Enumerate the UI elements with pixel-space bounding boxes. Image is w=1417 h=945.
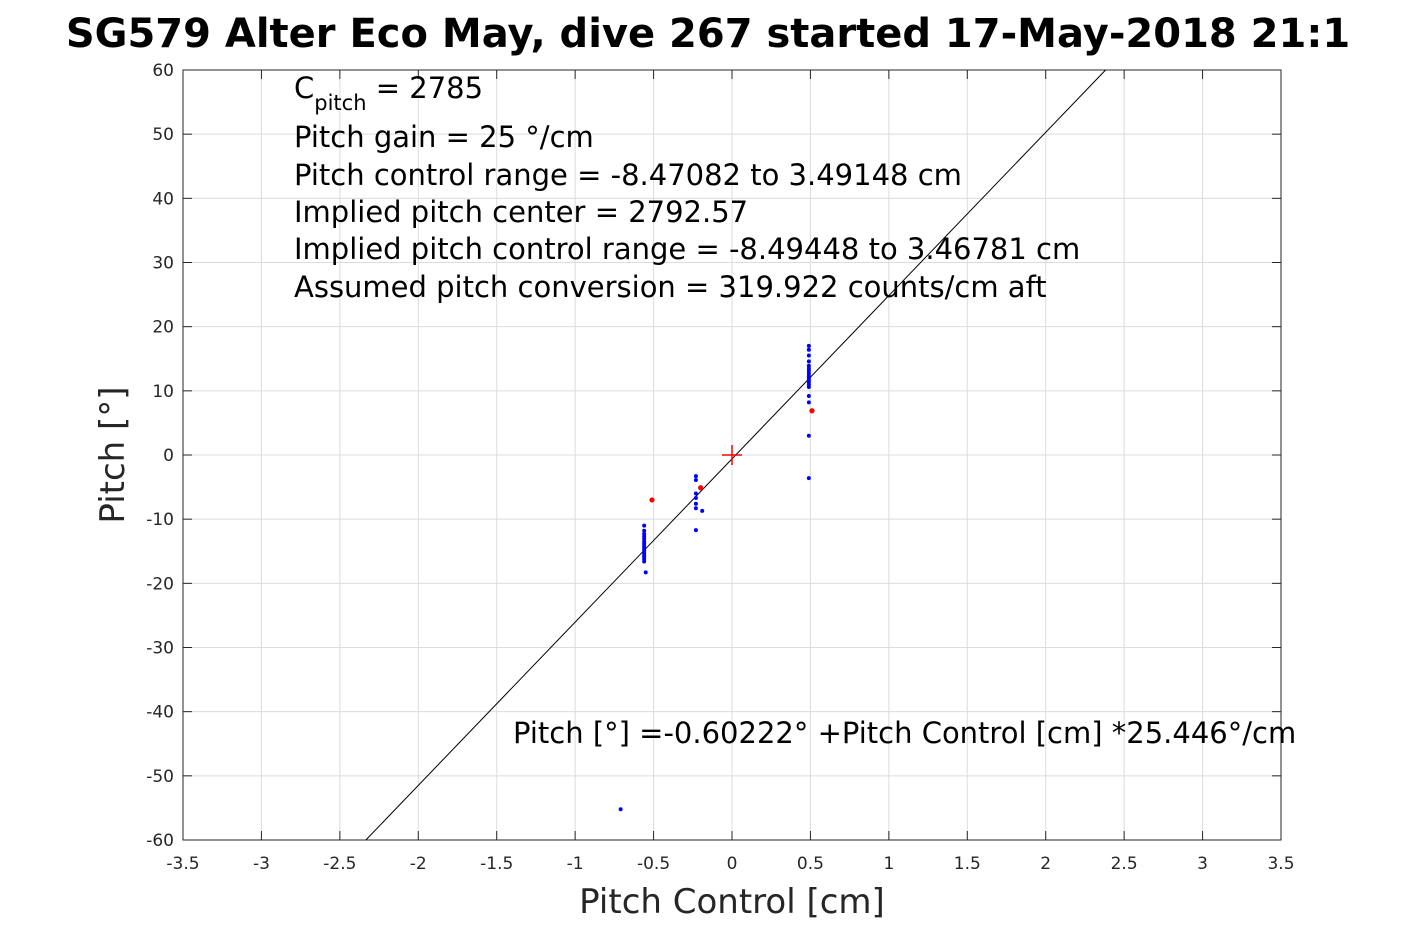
x-tick-label: -3 <box>253 854 270 874</box>
x-tick-label: 3 <box>1197 854 1208 874</box>
blue-data-point <box>700 508 705 513</box>
x-tick-label: 2.5 <box>1111 854 1138 874</box>
x-tick-label: 3.5 <box>1267 854 1294 874</box>
axis-ticks: -3.5 -3 -2.5 -2 -1.5 -1 -0.5 0 0.5 1 1.5 2 2.5 3 3.5 60… <box>146 61 1294 874</box>
x-tick-label: -1 <box>567 854 584 874</box>
annotation-c-pitch-value: = 2785 <box>367 71 484 105</box>
blue-data-point <box>806 347 811 352</box>
blue-data-point <box>618 807 623 812</box>
y-tick-label: 20 <box>152 318 174 338</box>
x-tick-label: -3.5 <box>166 854 199 874</box>
y-tick-label: -20 <box>146 574 174 594</box>
blue-data-point <box>806 384 811 389</box>
center-marker-layer <box>722 445 742 465</box>
y-tick-label: 10 <box>152 382 174 402</box>
blue-data-point <box>642 528 647 533</box>
data-points <box>618 343 815 812</box>
blue-data-point <box>806 476 811 481</box>
blue-data-point <box>693 501 698 506</box>
blue-data-point <box>693 495 698 500</box>
annotation-assumed-pitch-conversion: Assumed pitch conversion = 319.922 count… <box>294 270 1047 304</box>
x-tick-label: 0.5 <box>797 854 824 874</box>
y-tick-label: -40 <box>146 703 174 723</box>
annotation-c-pitch-subscript: pitch <box>314 91 366 115</box>
red-data-point <box>698 485 704 491</box>
chart-title: SG579 Alter Eco May, dive 267 started 17… <box>66 11 1350 57</box>
y-tick-label: 30 <box>152 254 174 274</box>
blue-data-point <box>693 528 698 533</box>
y-tick-label: 50 <box>152 125 174 145</box>
annotation-c-pitch: Cpitch = 2785 <box>294 71 483 115</box>
annotation-pitch-gain: Pitch gain = 25 °/cm <box>294 120 594 154</box>
blue-data-point <box>806 359 811 364</box>
blue-data-point <box>693 478 698 483</box>
x-tick-label: 0 <box>727 854 738 874</box>
y-tick-label: -10 <box>146 510 174 530</box>
annotation-implied-pitch-control-range: Implied pitch control range = -8.49448 t… <box>294 232 1080 266</box>
y-tick-label: -60 <box>146 831 174 851</box>
y-tick-label: 40 <box>152 189 174 209</box>
blue-data-point <box>693 506 698 511</box>
x-tick-label: -2.5 <box>323 854 356 874</box>
red-data-point <box>649 497 655 503</box>
red-data-point <box>809 408 815 414</box>
blue-data-point <box>806 343 811 348</box>
annotation-c-pitch-main: C <box>294 71 314 105</box>
x-tick-label: -1.5 <box>480 854 513 874</box>
y-tick-label: 0 <box>163 446 174 466</box>
x-tick-label: 2 <box>1040 854 1051 874</box>
y-axis-label: Pitch [°] <box>93 386 133 523</box>
x-axis-label: Pitch Control [cm] <box>579 882 885 922</box>
y-tick-label: 60 <box>152 61 174 81</box>
annotation-pitch-control-range: Pitch control range = -8.47082 to 3.4914… <box>294 158 962 192</box>
blue-data-point <box>643 570 648 575</box>
blue-data-point <box>806 400 811 405</box>
blue-data-point <box>693 491 698 496</box>
grid-lines <box>183 70 1281 840</box>
x-tick-label: 1 <box>883 854 894 874</box>
blue-data-point <box>693 474 698 479</box>
blue-data-point <box>642 523 647 528</box>
y-tick-label: -30 <box>146 639 174 659</box>
y-tick-label: -50 <box>146 767 174 787</box>
x-tick-label: -2 <box>410 854 427 874</box>
blue-data-point <box>806 353 811 358</box>
blue-data-point <box>806 433 811 438</box>
x-tick-label: -0.5 <box>637 854 670 874</box>
blue-data-point <box>642 559 647 564</box>
x-tick-label: 1.5 <box>954 854 981 874</box>
annotation-fit-equation: Pitch [°] =-0.60222° +Pitch Control [cm]… <box>513 716 1296 750</box>
annotation-implied-pitch-center: Implied pitch center = 2792.57 <box>294 195 748 229</box>
blue-data-point <box>806 393 811 398</box>
